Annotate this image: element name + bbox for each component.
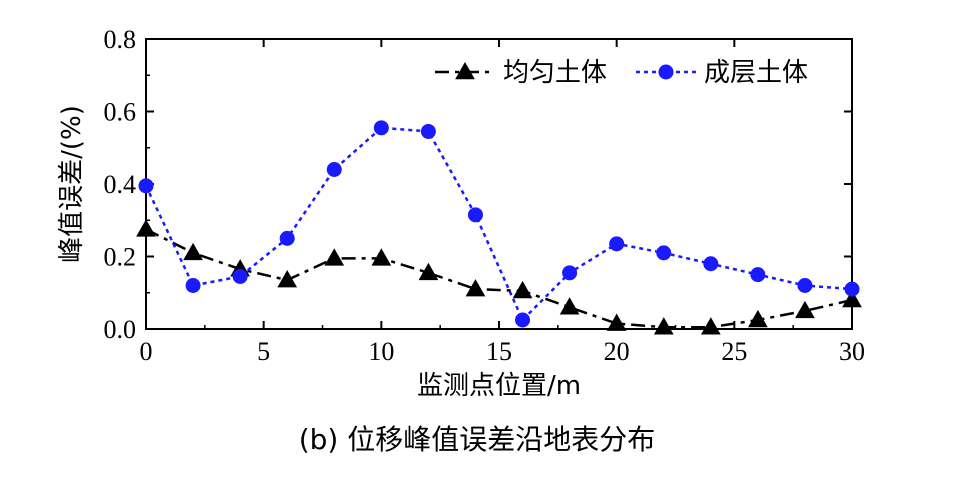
data-point bbox=[326, 162, 342, 177]
data-point bbox=[559, 297, 580, 315]
data-point bbox=[467, 207, 483, 223]
data-point bbox=[750, 267, 766, 283]
data-point bbox=[515, 312, 531, 328]
x-tick-label: 20 bbox=[604, 337, 630, 366]
series-1 bbox=[136, 219, 862, 335]
data-point bbox=[703, 256, 719, 272]
data-point bbox=[797, 278, 813, 293]
data-point bbox=[465, 279, 486, 297]
data-point bbox=[371, 248, 392, 266]
legend-item-2: 成层土体 bbox=[636, 58, 808, 88]
figure-caption: (b) 位移峰值误差沿地表分布 bbox=[298, 423, 656, 456]
data-point bbox=[700, 317, 721, 335]
legend-marker bbox=[658, 64, 674, 80]
x-tick-label: 25 bbox=[721, 337, 747, 366]
data-point bbox=[277, 270, 298, 288]
x-tick-label: 5 bbox=[257, 337, 270, 366]
legend-label: 成层土体 bbox=[704, 58, 808, 88]
data-point bbox=[373, 120, 389, 136]
y-tick-label: 0.2 bbox=[104, 243, 137, 272]
data-point bbox=[324, 248, 345, 266]
legend: 均匀土体 成层土体 bbox=[435, 58, 808, 88]
data-point bbox=[183, 242, 203, 261]
x-tick-label: 10 bbox=[368, 337, 394, 366]
data-point bbox=[512, 280, 533, 299]
data-point bbox=[562, 265, 578, 281]
x-axis-title: 监测点位置/m bbox=[417, 371, 581, 401]
axes: 0 5 10 15 20 25 30 0.0 0.2 0.4 0.6 0.8 监测点位置/m 峰值误差/(… bbox=[57, 25, 865, 401]
data-point bbox=[279, 230, 295, 246]
x-tick-label: 30 bbox=[839, 337, 865, 366]
data-point bbox=[844, 281, 860, 297]
y-tick-label: 0.6 bbox=[104, 98, 137, 127]
y-tick-label: 0.4 bbox=[104, 170, 137, 199]
legend-marker bbox=[455, 61, 475, 80]
data-point bbox=[842, 289, 862, 308]
data-point bbox=[185, 278, 201, 293]
legend-label: 均匀土体 bbox=[503, 58, 607, 88]
data-point bbox=[232, 268, 248, 284]
data-point bbox=[748, 309, 768, 328]
data-point bbox=[420, 123, 436, 139]
data-point bbox=[609, 236, 625, 252]
x-tick-label: 15 bbox=[486, 337, 512, 366]
data-point bbox=[653, 317, 674, 335]
series-line bbox=[145, 228, 853, 329]
data-point bbox=[138, 178, 154, 194]
series-layer bbox=[136, 120, 862, 335]
y-tick-label: 0.0 bbox=[104, 315, 137, 344]
data-point bbox=[136, 219, 156, 237]
data-point bbox=[418, 262, 439, 281]
data-point bbox=[606, 313, 627, 331]
data-point bbox=[656, 245, 672, 261]
series-line bbox=[144, 126, 853, 323]
y-tick-label: 0.8 bbox=[104, 25, 137, 54]
series-2 bbox=[138, 120, 860, 328]
data-point bbox=[795, 300, 815, 319]
legend-item-1: 均匀土体 bbox=[435, 58, 607, 88]
x-tick-label: 0 bbox=[140, 337, 153, 366]
y-axis-title: 峰值误差/(%) bbox=[57, 105, 87, 263]
